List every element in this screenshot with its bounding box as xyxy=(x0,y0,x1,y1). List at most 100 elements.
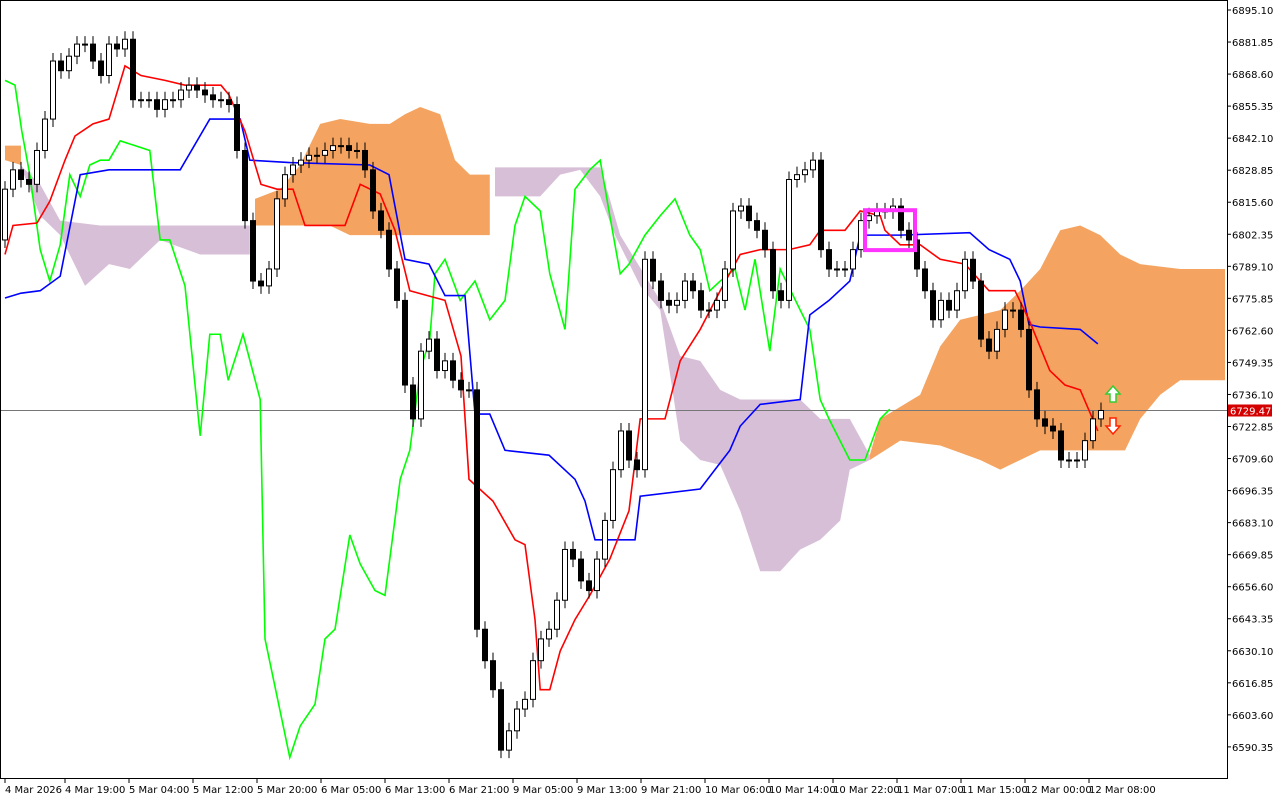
x-tick-label: 5 Mar 04:00 xyxy=(129,785,189,796)
x-tick-label: 4 Mar 19:00 xyxy=(65,785,125,796)
candle-body xyxy=(738,205,744,212)
candle xyxy=(482,621,488,669)
candle-body xyxy=(994,328,1000,352)
candle-body xyxy=(498,689,504,751)
candle-body xyxy=(362,149,368,171)
candle-body xyxy=(402,299,408,386)
candle-body xyxy=(26,179,32,185)
candle-body xyxy=(1098,409,1104,420)
candle xyxy=(226,91,232,113)
candle-body xyxy=(746,205,752,222)
candle xyxy=(722,260,728,309)
candle-body xyxy=(682,280,688,301)
candle xyxy=(1058,422,1064,468)
candle-body xyxy=(562,548,568,601)
candle-body xyxy=(586,580,592,592)
candle xyxy=(322,142,328,164)
candle-body xyxy=(858,220,864,251)
candle xyxy=(466,381,472,398)
candle xyxy=(146,91,152,108)
candle xyxy=(1042,410,1048,435)
x-tick-label: 12 Mar 08:00 xyxy=(1089,785,1156,796)
candle xyxy=(1026,321,1032,398)
candle-body xyxy=(786,179,792,301)
candle-body xyxy=(850,249,856,270)
candle xyxy=(250,212,256,290)
candle xyxy=(434,331,440,379)
candle-body xyxy=(298,159,304,166)
candle-body xyxy=(642,258,648,471)
candle xyxy=(1018,302,1024,338)
candle-body xyxy=(538,638,544,662)
candle xyxy=(810,152,816,178)
candle-body xyxy=(90,43,96,62)
x-tick-label: 10 Mar 22:00 xyxy=(833,785,900,796)
y-tick-label: 6696.35 xyxy=(1232,487,1273,498)
candle-body xyxy=(74,43,80,57)
candle xyxy=(418,343,424,427)
candle xyxy=(282,166,288,207)
candle-body xyxy=(2,188,8,241)
x-tick-label: 4 Mar 2026 xyxy=(5,785,62,796)
candle xyxy=(610,461,616,529)
overlays xyxy=(863,208,1122,436)
candle xyxy=(474,381,480,638)
candle-body xyxy=(474,389,480,630)
candle-body xyxy=(922,268,928,292)
candle xyxy=(114,36,120,57)
candle xyxy=(338,137,344,154)
candle-body xyxy=(338,145,344,148)
candle xyxy=(194,77,200,99)
candle-body xyxy=(66,55,72,72)
y-tick-label: 6656.60 xyxy=(1232,583,1273,594)
candle-body xyxy=(522,698,528,710)
candle xyxy=(82,36,88,53)
candle-body xyxy=(970,258,976,282)
x-tick-label: 9 Mar 21:00 xyxy=(641,785,701,796)
candle-body xyxy=(618,430,624,471)
candle xyxy=(850,241,856,277)
candle xyxy=(546,621,552,647)
candle xyxy=(754,212,760,239)
y-tick-label: 6828.85 xyxy=(1232,166,1273,177)
candle-body xyxy=(578,558,584,582)
candle-body xyxy=(58,60,64,72)
x-tick-label: 6 Mar 21:00 xyxy=(449,785,509,796)
candle-body xyxy=(930,290,936,321)
candle-body xyxy=(466,389,472,392)
candle xyxy=(858,212,864,258)
candle xyxy=(106,36,112,84)
candle xyxy=(970,251,976,290)
candle-body xyxy=(962,258,968,292)
candle xyxy=(778,282,784,309)
candle xyxy=(690,273,696,299)
candle-body xyxy=(194,84,200,91)
tenkan-sen-line xyxy=(4,64,1099,691)
candle xyxy=(514,701,520,739)
candle xyxy=(1066,451,1072,468)
y-tick-label: 6603.60 xyxy=(1232,711,1273,722)
candle-body xyxy=(666,299,672,306)
candle xyxy=(762,222,768,258)
candle xyxy=(818,152,824,258)
candle-body xyxy=(98,60,104,77)
x-tick-label: 10 Mar 06:00 xyxy=(705,785,772,796)
candle xyxy=(954,282,960,319)
candle xyxy=(698,282,704,319)
candle-body xyxy=(114,43,120,50)
candle xyxy=(234,96,240,159)
candle-body xyxy=(730,210,736,270)
candle-body xyxy=(186,84,192,91)
candle xyxy=(530,652,536,708)
candle-body xyxy=(202,89,208,96)
candle-body xyxy=(546,628,552,640)
candle xyxy=(178,82,184,108)
candle xyxy=(274,190,280,277)
y-tick-label: 6709.60 xyxy=(1232,455,1273,466)
candle-body xyxy=(842,268,848,271)
candle xyxy=(1002,302,1008,338)
candle-body xyxy=(722,268,728,301)
candle xyxy=(594,551,600,599)
candle xyxy=(930,282,936,328)
y-tick-label: 6802.35 xyxy=(1232,230,1273,241)
